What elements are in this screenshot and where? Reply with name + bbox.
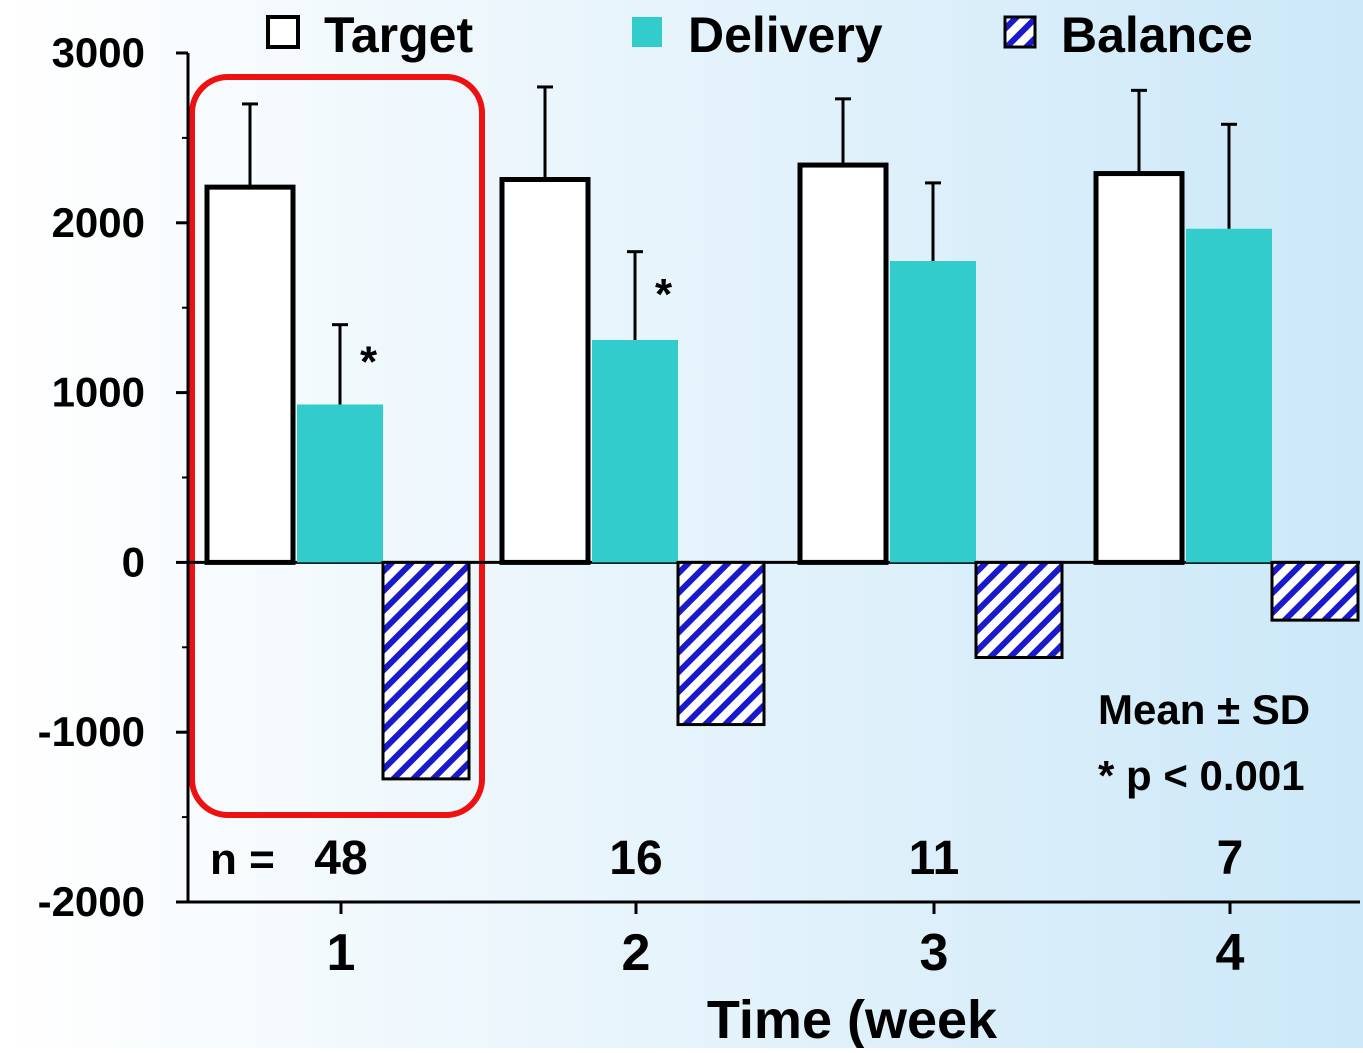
bar-balance [381,560,471,781]
bar-target [204,184,296,565]
bar-delivery [592,339,678,563]
bar-target [499,177,591,565]
bar-delivery [1186,228,1272,563]
x-tick-label: 4 [1216,924,1245,982]
legend-swatch-target [266,15,300,49]
n-value: 16 [609,832,662,885]
legend-label-target: Target [324,7,473,63]
annotation-pvalue: * p < 0.001 [1098,752,1305,799]
bar-target [797,162,889,565]
y-tick-label: 2000 [52,199,145,246]
significance-marker: * [360,338,378,387]
x-tick-label: 3 [920,924,949,982]
bar-target [1093,171,1185,565]
bar-delivery [297,404,383,563]
n-value: 7 [1217,832,1244,885]
bar-delivery [890,261,976,563]
legend-label-balance: Balance [1061,7,1253,63]
legend-swatch-delivery [632,17,662,47]
y-tick-label: 3000 [52,29,145,76]
highlight-box [189,74,485,818]
annotation-mean-sd: Mean ± SD [1098,686,1310,733]
legend-swatch-balance [1003,15,1037,49]
n-value: 11 [909,832,960,885]
bar-balance [1270,560,1360,622]
x-tick-label: 2 [622,924,651,982]
y-tick-label: -1000 [38,708,145,755]
bar-balance [974,560,1064,659]
x-axis-title: Time (week [707,990,998,1048]
x-tick-label: 1 [327,924,356,982]
y-tick-label: 1000 [52,369,145,416]
bar-balance [676,560,766,727]
legend-label-delivery: Delivery [688,7,883,63]
y-tick-label: -2000 [38,878,145,925]
n-value: 48 [314,832,367,885]
y-tick-label: 0 [122,538,145,585]
n-label: n = [210,835,275,884]
significance-marker: * [655,270,673,319]
